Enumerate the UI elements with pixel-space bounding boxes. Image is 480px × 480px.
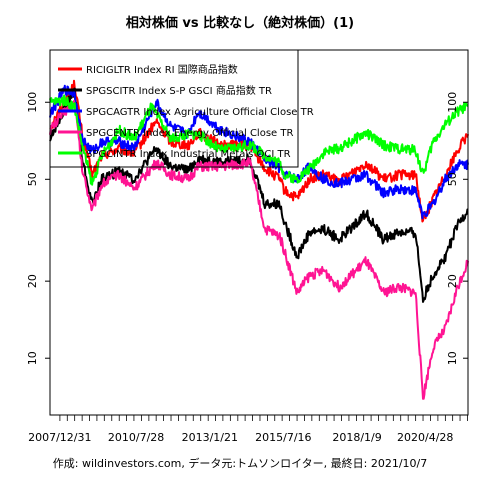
legend: RICIGLTR Index RI 国際商品指数 SPGSCITR Index S… <box>49 49 314 168</box>
series-line-4 <box>49 100 469 400</box>
x-tick-label-6: 2020/4/28 <box>397 431 453 444</box>
x-tick-label-1: 2007/12/31 <box>28 431 91 444</box>
legend-label-5: SPGCINTR Index Industrial Metals OCI TR <box>86 149 291 160</box>
series-line-5 <box>49 94 469 186</box>
chart-title: 相対株価 vs 比較なし（絶対株価）(1) <box>126 15 354 31</box>
y-tick-label-right-20: 20 <box>446 274 459 288</box>
y-tick-label-right-10: 10 <box>446 351 459 365</box>
series-layer <box>49 79 469 400</box>
legend-label-1: RICIGLTR Index RI 国際商品指数 <box>86 63 238 76</box>
legend-box <box>49 49 299 168</box>
y-tick-label-right-50: 50 <box>446 172 459 186</box>
y-tick-label-left-100: 100 <box>26 92 39 113</box>
axes-layer: 10 10 20 20 50 50 100 100 2007/12/31 2010/7/28 201… <box>26 92 468 444</box>
series-line-2 <box>49 87 469 303</box>
legend-label-4: SPGCENTR Index Energy Official Close TR <box>86 128 293 139</box>
x-tick-label-4: 2015/7/16 <box>255 431 311 444</box>
x-tick-label-5: 2018/1/9 <box>332 431 381 444</box>
legend-label-3: SPGCAGTR Index Agriculture Official Clos… <box>86 107 314 118</box>
chart-footer: 作成: wildinvestors.com, データ元:トムソンロイター, 最終… <box>53 456 427 470</box>
legend-label-2: SPGSCITR Index S-P GSCI 商品指数 TR <box>86 84 272 97</box>
series-line-1 <box>49 79 469 223</box>
y-tick-label-left-10: 10 <box>26 351 39 365</box>
x-tick-label-3: 2013/1/21 <box>182 431 238 444</box>
x-tick-label-2: 2010/7/28 <box>108 431 164 444</box>
y-tick-label-right-100: 100 <box>446 92 459 113</box>
y-tick-label-left-50: 50 <box>26 172 39 186</box>
y-tick-label-left-20: 20 <box>26 274 39 288</box>
